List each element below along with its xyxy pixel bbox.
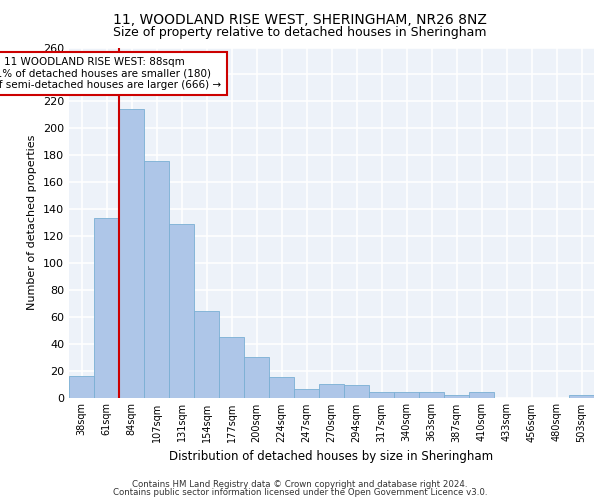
Bar — [444, 395, 469, 398]
Bar — [244, 357, 269, 398]
Text: Size of property relative to detached houses in Sheringham: Size of property relative to detached ho… — [113, 26, 487, 39]
Bar — [469, 392, 494, 398]
Bar — [69, 376, 94, 398]
Bar — [344, 386, 369, 398]
Bar — [94, 218, 119, 398]
Bar — [144, 160, 169, 398]
Bar — [194, 312, 219, 398]
Bar — [294, 390, 319, 398]
Text: Contains HM Land Registry data © Crown copyright and database right 2024.: Contains HM Land Registry data © Crown c… — [132, 480, 468, 489]
Bar — [269, 378, 294, 398]
Bar — [369, 392, 394, 398]
Bar — [119, 110, 144, 398]
Bar — [219, 337, 244, 398]
Bar — [319, 384, 344, 398]
X-axis label: Distribution of detached houses by size in Sheringham: Distribution of detached houses by size … — [169, 450, 494, 463]
Bar — [569, 395, 594, 398]
Text: 11 WOODLAND RISE WEST: 88sqm
← 21% of detached houses are smaller (180)
79% of s: 11 WOODLAND RISE WEST: 88sqm ← 21% of de… — [0, 57, 221, 90]
Text: 11, WOODLAND RISE WEST, SHERINGHAM, NR26 8NZ: 11, WOODLAND RISE WEST, SHERINGHAM, NR26… — [113, 12, 487, 26]
Bar — [169, 224, 194, 398]
Y-axis label: Number of detached properties: Number of detached properties — [28, 135, 37, 310]
Bar — [394, 392, 419, 398]
Text: Contains public sector information licensed under the Open Government Licence v3: Contains public sector information licen… — [113, 488, 487, 497]
Bar — [419, 392, 444, 398]
